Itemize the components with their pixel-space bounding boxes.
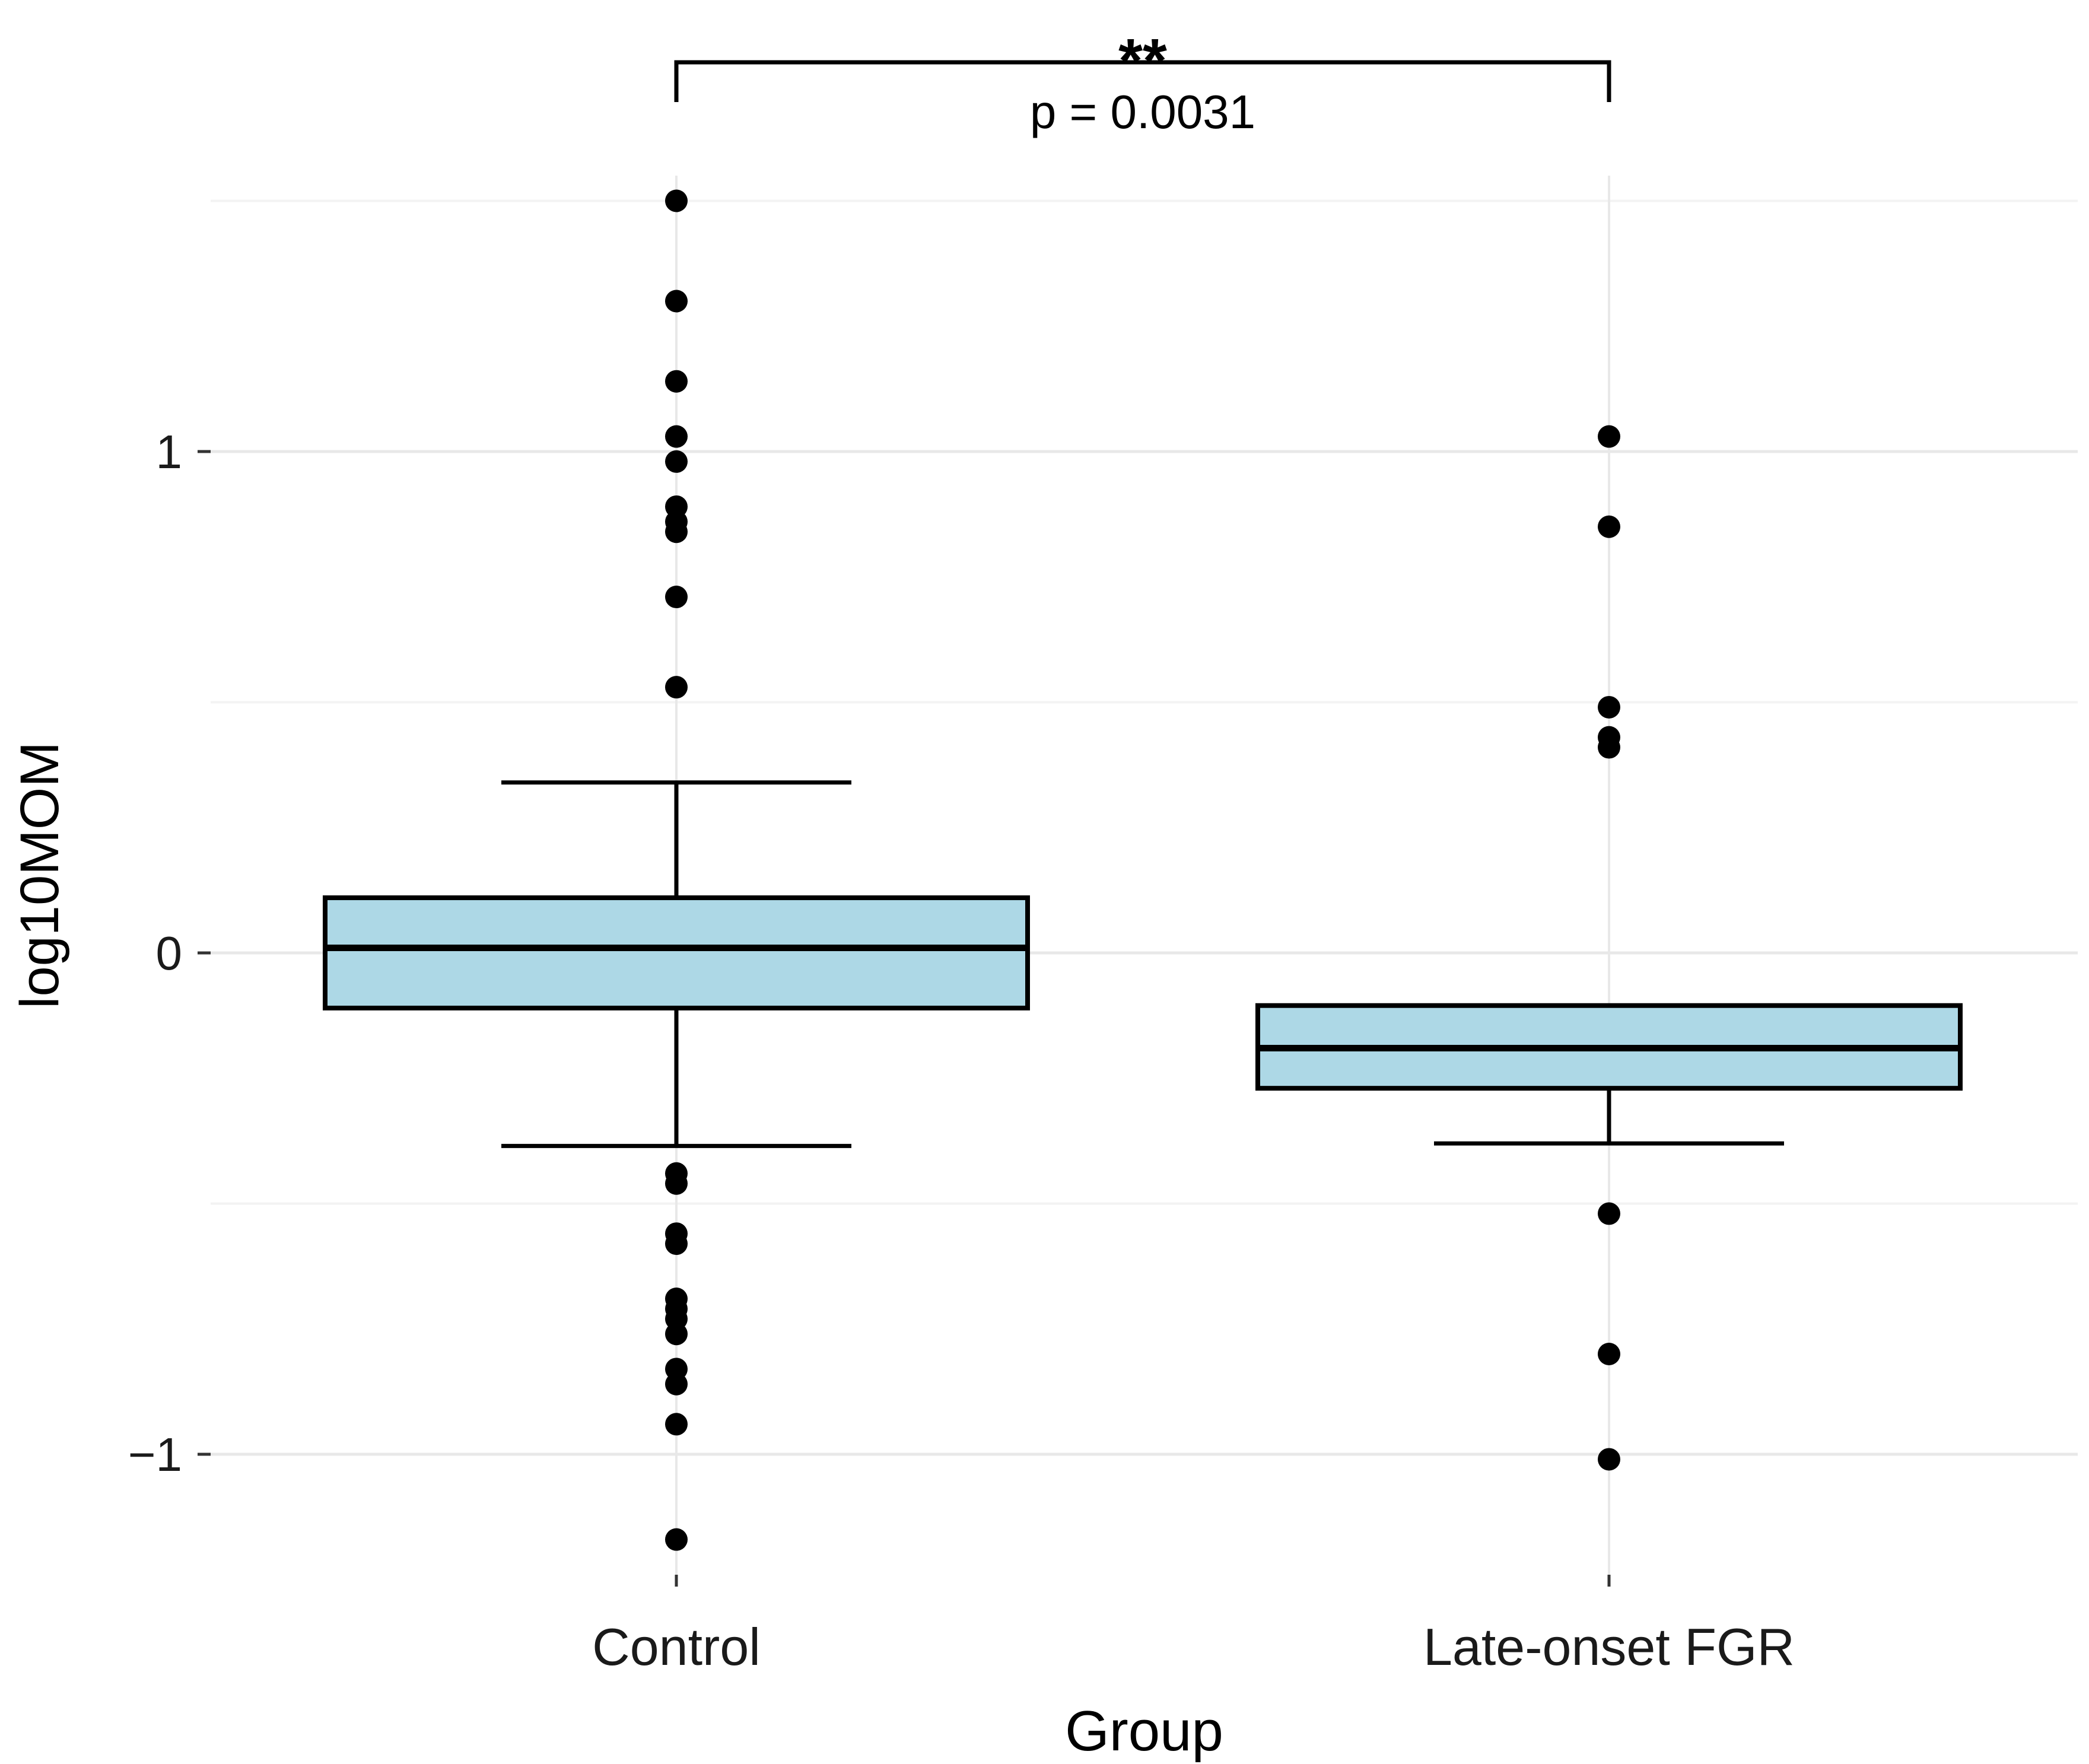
outlier-point — [665, 1528, 688, 1551]
outlier-point — [665, 1232, 688, 1256]
y-tick-label: 0 — [156, 927, 183, 980]
outlier-point — [1598, 1202, 1620, 1225]
outlier-point — [665, 425, 688, 448]
outlier-point — [665, 520, 688, 543]
outlier-point — [665, 370, 688, 393]
outlier-point — [1598, 695, 1620, 719]
x-category-label: Late-onset FGR — [1423, 1617, 1795, 1676]
outlier-point — [665, 676, 688, 699]
x-category-label: Control — [592, 1617, 761, 1676]
outlier-point — [1598, 1343, 1620, 1365]
outlier-point — [665, 586, 688, 609]
box-0 — [323, 895, 1030, 1010]
outlier-point — [665, 290, 688, 313]
outlier-point — [1598, 1448, 1620, 1471]
y-axis-title: log10MOM — [9, 742, 70, 1009]
x-axis-title: Group — [1065, 1699, 1223, 1763]
p-value-label: p = 0.0031 — [1030, 85, 1255, 138]
outlier-point — [665, 450, 688, 473]
outlier-point — [665, 1323, 688, 1346]
outlier-point — [665, 189, 688, 212]
y-tick-label: −1 — [128, 1428, 182, 1481]
y-tick-label: 1 — [156, 425, 183, 478]
outlier-point — [1598, 515, 1620, 538]
outlier-point — [1598, 736, 1620, 759]
outlier-point — [665, 1172, 688, 1195]
significance-bracket — [674, 60, 1611, 102]
significance-stars: ** — [1118, 26, 1167, 96]
outlier-point — [665, 1413, 688, 1436]
outlier-point — [1598, 425, 1620, 448]
outlier-point — [665, 1372, 688, 1396]
